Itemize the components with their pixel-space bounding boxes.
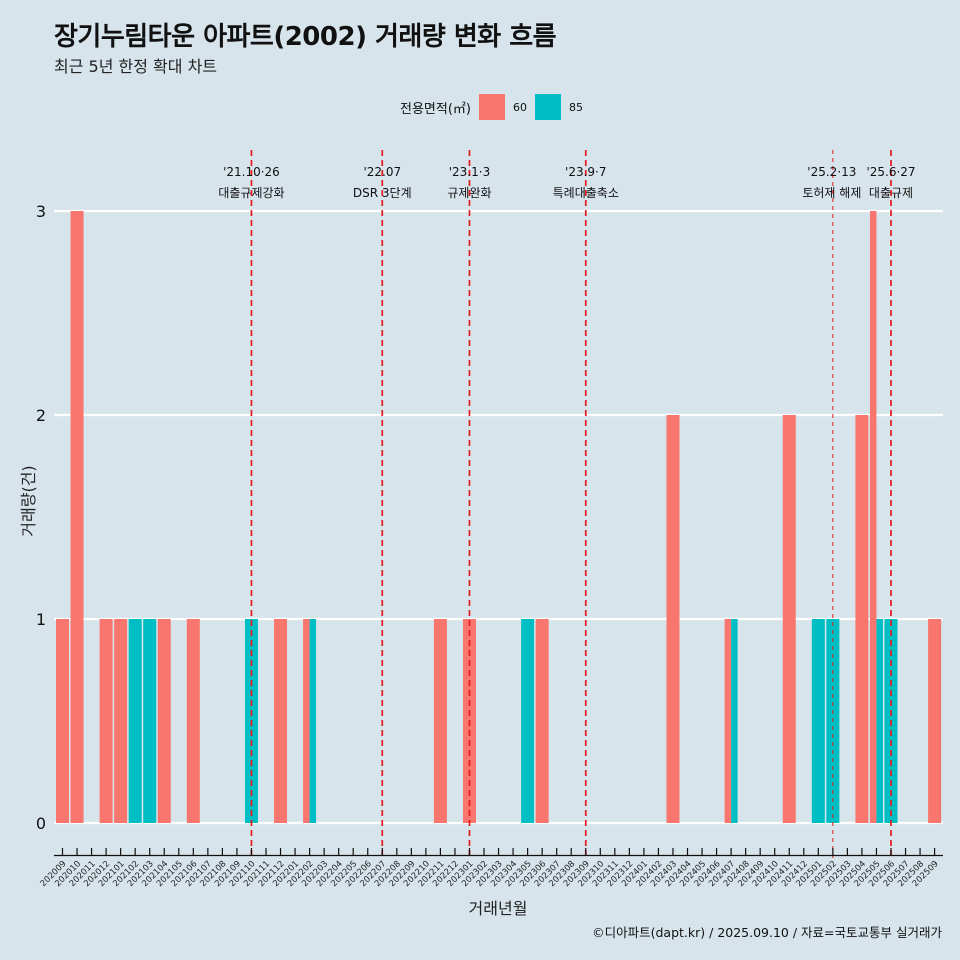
event-date: '22.07 (363, 165, 401, 179)
x-axis: 2020092020102020112020122021012021022021… (39, 848, 943, 889)
bar-85-202102 (128, 619, 142, 823)
bar-60-202009 (56, 619, 69, 823)
bar-60-202101 (114, 619, 128, 823)
event-label: 토허제 해제 (802, 186, 861, 200)
bar-60-202112 (274, 619, 288, 823)
event-label: 대출규제 (869, 186, 913, 200)
bar-60-202509 (928, 619, 942, 823)
bar-60-202202 (303, 619, 310, 823)
bar-85-202103 (143, 619, 157, 823)
bar-60-202106 (186, 619, 200, 823)
y-tick-label: 3 (36, 202, 46, 221)
event-annotations: '21.10·26 대출규제강화 '22.07 DSR 3단계 '23.1·3 규제완화 '… (218, 165, 915, 200)
event-date: '25.2·13 (807, 165, 856, 179)
bar-60-202411 (782, 415, 796, 823)
event-label: 특례대출축소 (553, 186, 619, 200)
event-date: '25.6·27 (866, 165, 915, 179)
bar-60-202211 (433, 619, 447, 823)
event-lines (250, 150, 892, 860)
bar-60-202504 (855, 415, 869, 823)
y-tick-label: 2 (36, 406, 46, 425)
y-tick-label: 1 (36, 610, 46, 629)
bar-85-202505 (876, 619, 883, 823)
legend-swatch-60 (478, 94, 505, 120)
bar-60-202104 (157, 619, 171, 823)
chart-title: 장기누림타운 아파트(2002) 거래량 변화 흐름 (54, 22, 557, 52)
bar-85-202202 (309, 619, 317, 823)
bar-85-202305 (521, 619, 535, 823)
bar-85-202501 (811, 619, 825, 823)
bar-85-202407 (731, 619, 738, 823)
y-axis-title: 거래량(건) (19, 465, 38, 536)
bar-60-202010 (70, 211, 84, 823)
chart-subtitle: 최근 5년 한정 확대 차트 (54, 57, 218, 76)
event-date: '23.9·7 (565, 165, 606, 179)
bar-60-202407 (724, 619, 732, 823)
event-date: '23.1·3 (449, 165, 490, 179)
y-tick-label: 0 (36, 814, 46, 833)
bar-60-202505 (869, 211, 877, 823)
bar-60-202403 (666, 415, 680, 823)
bars (56, 211, 942, 823)
x-axis-title: 거래년월 (469, 899, 528, 918)
event-date: '21.10·26 (223, 165, 280, 179)
event-label: 대출규제강화 (218, 186, 284, 200)
bar-60-202012 (99, 619, 113, 823)
legend-title: 전용면적(㎡) (400, 101, 471, 117)
event-label: 규제완화 (447, 186, 491, 200)
legend-label-60: 60 (512, 100, 527, 114)
legend-label-85: 85 (568, 100, 583, 114)
bar-60-202306 (535, 619, 549, 823)
legend: 전용면적(㎡) 60 85 (400, 93, 591, 121)
legend-swatch-85 (534, 94, 561, 120)
y-axis: 0 1 2 3 (36, 202, 46, 833)
source-footer: ©디아파트(dapt.kr) / 2025.09.10 / 자료=국토교통부 실… (592, 925, 942, 940)
event-label: DSR 3단계 (353, 186, 412, 200)
